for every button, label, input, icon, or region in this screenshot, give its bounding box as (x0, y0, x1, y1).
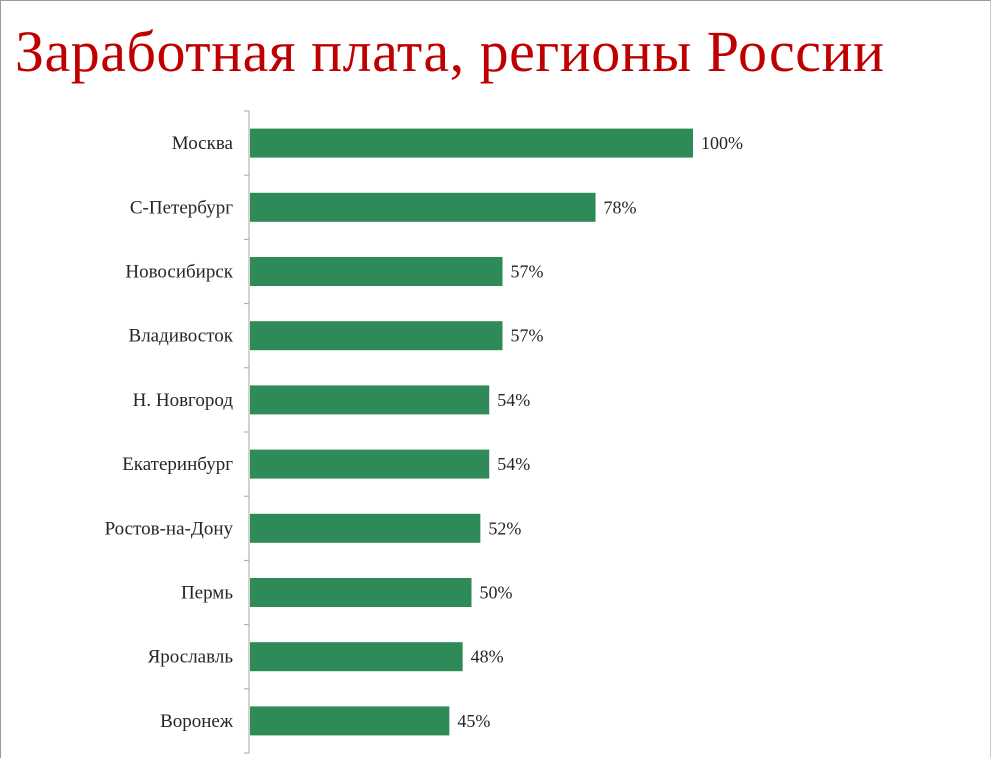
bars (250, 128, 693, 736)
data-label: 48% (471, 647, 504, 667)
category-label: Новосибирск (125, 262, 233, 283)
bar (250, 706, 450, 736)
bar (250, 449, 490, 479)
bar (250, 642, 463, 672)
category-label: Н. Новгород (133, 390, 234, 411)
category-labels: Москва С-Петербург Новосибирск Владивосток Н… (105, 133, 234, 732)
bar (250, 192, 596, 222)
bar (250, 321, 503, 351)
data-label: 50% (480, 583, 513, 603)
data-label: 54% (497, 390, 530, 410)
bar (250, 257, 503, 286)
category-label: Пермь (181, 583, 233, 604)
category-axis (244, 110, 250, 754)
data-label: 78% (604, 197, 637, 217)
category-label: Ярославль (148, 647, 234, 668)
category-label: С-Петербург (130, 197, 233, 218)
category-label: Владивосток (129, 326, 234, 347)
category-label: Воронеж (160, 711, 234, 732)
bar (250, 385, 490, 415)
data-label: 100% (701, 133, 743, 153)
bar (250, 513, 481, 543)
category-label: Ростов-на-Дону (105, 518, 234, 539)
data-labels: 100% 78% 57% 57% 54% 54% 52% 50% 48% 45% (457, 133, 743, 731)
data-label: 57% (511, 326, 544, 346)
category-label: Москва (172, 133, 234, 154)
chart-title: Заработная плата, регионы России (15, 19, 885, 84)
category-label: Екатеринбург (122, 454, 233, 475)
data-label: 45% (457, 711, 490, 731)
data-label: 54% (497, 454, 530, 474)
bar (250, 578, 472, 607)
data-label: 57% (511, 262, 544, 282)
data-label: 52% (488, 518, 521, 538)
bar (250, 128, 693, 158)
